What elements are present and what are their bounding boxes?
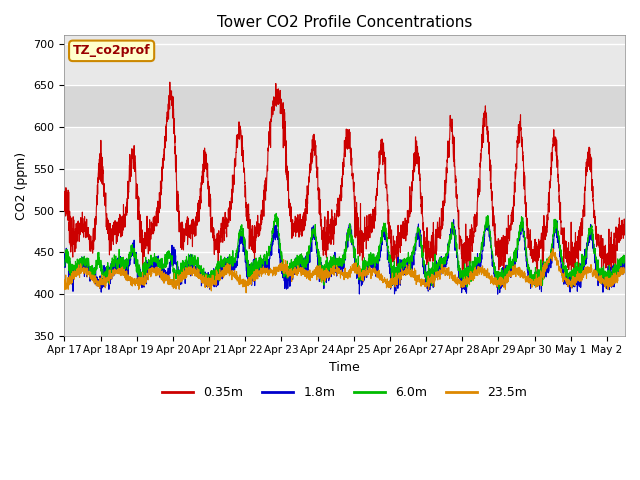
Y-axis label: CO2 (ppm): CO2 (ppm): [15, 151, 28, 219]
Bar: [65, 85, 625, 127]
Text: TZ_co2prof: TZ_co2prof: [73, 44, 150, 57]
X-axis label: Time: Time: [330, 361, 360, 374]
Legend: 0.35m, 1.8m, 6.0m, 23.5m: 0.35m, 1.8m, 6.0m, 23.5m: [157, 382, 532, 405]
Title: Tower CO2 Profile Concentrations: Tower CO2 Profile Concentrations: [217, 15, 472, 30]
